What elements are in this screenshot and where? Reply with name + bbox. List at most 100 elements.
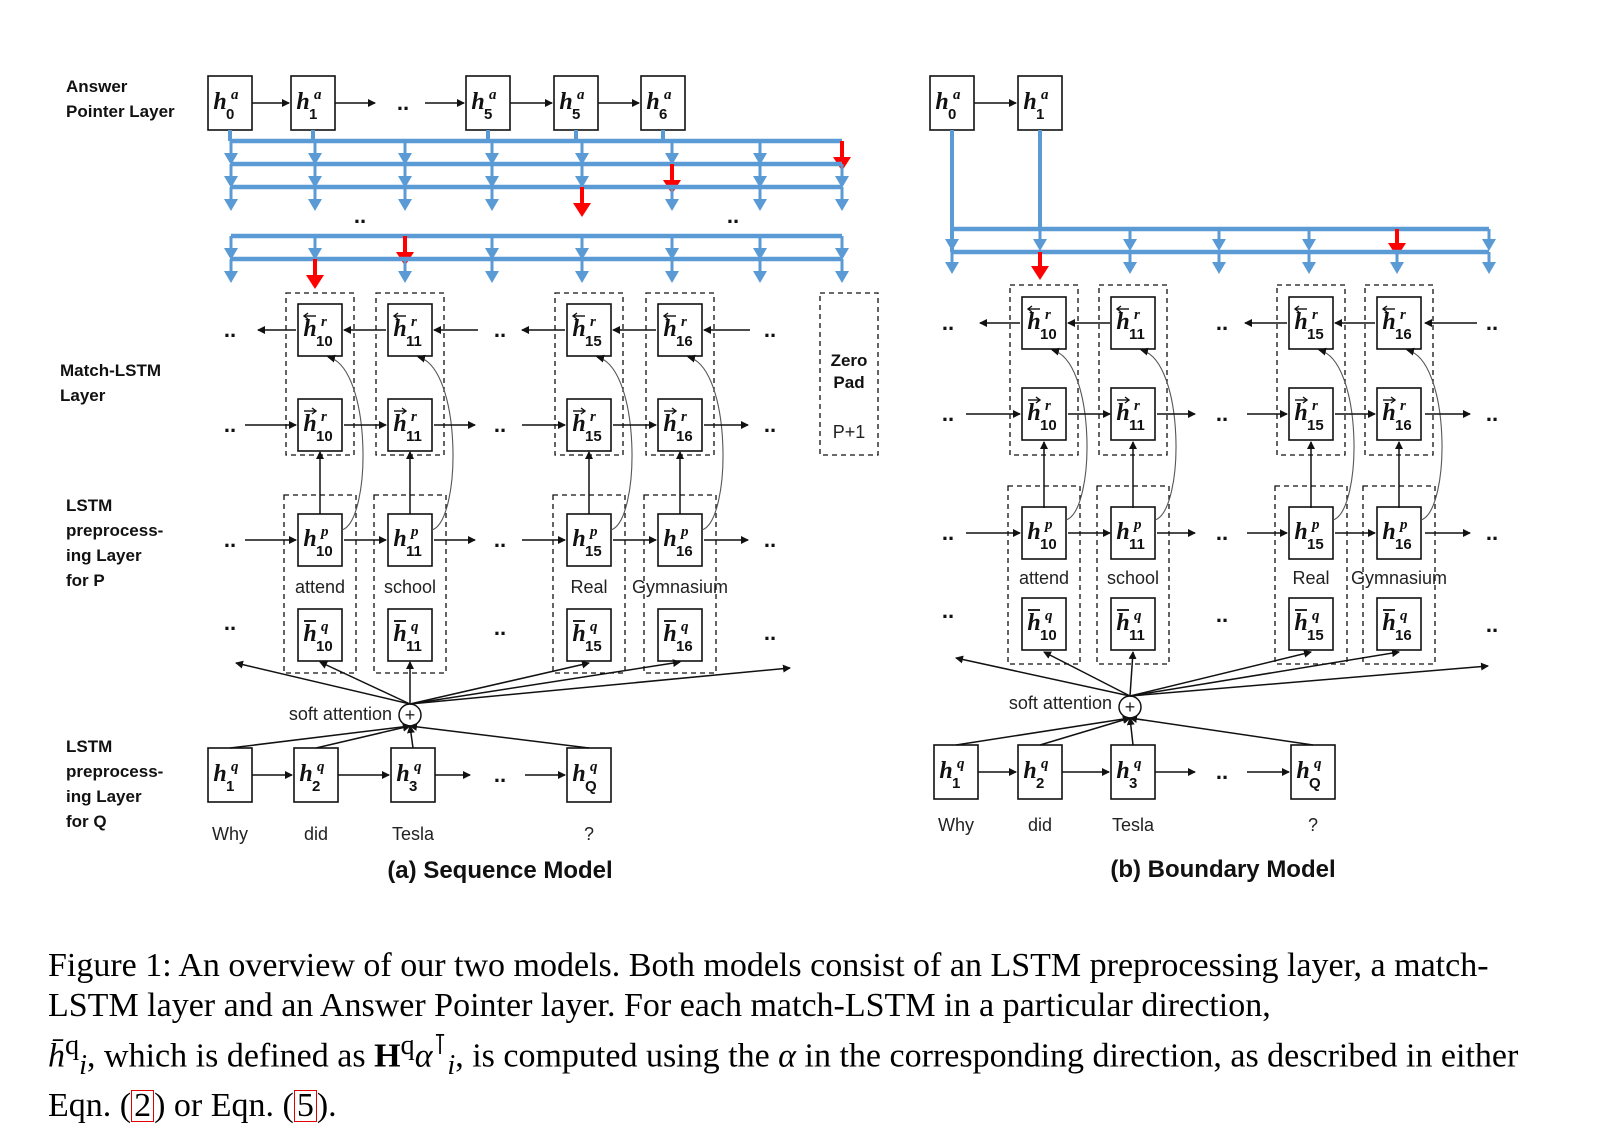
svg-text:LSTM: LSTM [66,496,112,515]
seq-pointer-head-4-2 [398,271,412,283]
seq-answer-state-0-sup: a [231,87,239,103]
bnd-pointer-head-0-6 [1482,239,1496,251]
bnd-hp-16-box [1376,506,1422,560]
seq-hr-fwd-16-sub: 16 [676,428,693,445]
bnd-pointer-head-1-0 [945,262,959,274]
bnd-attention-out-0 [955,655,1131,697]
bnd-hp-16-sup: p [1398,517,1408,533]
seq-hr-back-11-box [387,303,433,357]
seq-back-ellipsis-mid: .. [494,317,506,342]
bnd-pointer-head-1-4 [1302,262,1316,274]
bnd-word-10: attend [1019,568,1069,588]
caption-text-3: , is computed using the [455,1037,770,1075]
seq-word-11: school [384,577,436,597]
bnd-question-state-3-symbol: h [1296,758,1309,784]
bnd-pointer-head-1-2 [1123,262,1137,274]
bnd-hp-15-sup: p [1310,517,1320,533]
seq-answer-state-4-sub: 6 [659,106,667,123]
seq-hr-fwd-15-accent-head [580,407,587,415]
seq-hq-10-box [297,608,343,662]
seq-answer-state-1-box [290,75,336,131]
bnd-hr-back-16-box [1376,296,1422,350]
bnd-hq-16-box [1376,597,1422,651]
seq-hq-10-sup: q [321,619,329,635]
svg-text:LSTM: LSTM [66,737,112,756]
bnd-hp-10-sub: 10 [1040,536,1057,553]
subtitle-boundary-model: (b) Boundary Model [1110,856,1335,883]
figure-caption: Figure 1: An overview of our two models.… [48,946,1528,1126]
seq-hr-back-15-box [566,303,612,357]
seq-hp-16: h p 16 [657,513,703,567]
caption-ref-eqn-2[interactable]: 2 [131,1089,155,1123]
bnd-hp-11-box [1110,506,1156,560]
bnd-word-16: Gymnasium [1351,568,1447,588]
bnd-word-15: Real [1292,568,1329,588]
bnd-hr-back-11-sub: 11 [1129,326,1145,343]
seq-hp-11-sup: p [409,524,419,540]
seq-soft-attention-label: soft attention [289,704,392,724]
seq-hp-15-box [566,513,612,567]
bnd-hr-fwd-10: h r 10 [1021,387,1067,441]
layer-label-match-lstm: Match-LSTM Layer [60,361,161,405]
seq-hr-fwd-11-sup: r [411,409,417,425]
seq-pointer-head-1-1 [308,176,322,188]
bnd-question-state-0-symbol: h [939,758,952,784]
bnd-hp-10-box [1021,506,1067,560]
bnd-hr-back-16-sub: 16 [1395,326,1412,343]
bnd-back-curve-16 [1406,347,1443,521]
layer-label-lstm-q: LSTM preprocess- ing Layer for Q [66,737,163,831]
seq-hp-15: h p 15 [566,513,612,567]
caption-sentence-1: An overview of our two models. Both mode… [48,947,1489,1024]
seq-q-ellipsis-mid: .. [494,615,506,640]
seq-hr-fwd-11-symbol: h [393,411,406,437]
seq-pointer-ellipsis-left: .. [354,203,366,228]
seq-question-state-3-box [566,747,612,803]
bnd-hp-16-symbol: h [1382,519,1395,545]
caption-text-2: , which is defined as [87,1037,366,1075]
bnd-answer-state-0-sub: 0 [948,106,956,123]
svg-text:for Q: for Q [66,812,107,831]
bnd-hr-back-16: h r 16 [1376,296,1422,350]
bnd-question-state-3: h qQ [1290,744,1336,800]
bnd-hq-10-sub: 10 [1040,627,1057,644]
seq-attention-in-2 [406,725,415,749]
seq-pointer-head-1-3 [485,176,499,188]
bnd-hr-back-10-accent-head [1026,305,1033,313]
bnd-back-ellipsis-left: .. [942,310,954,335]
seq-hq-16-symbol: h [663,621,676,647]
seq-hp-11: h p 11 [387,513,433,567]
seq-question-state-0-sub: 1 [226,778,234,795]
bnd-back-curve-15 [1318,347,1355,521]
bnd-hr-fwd-11-accent-head [1124,396,1131,404]
seq-question-state-3-sub: Q [585,778,597,795]
caption-ref-eqn-5[interactable]: 5 [293,1089,317,1123]
seq-pointer-head-0-2 [398,153,412,165]
bnd-attention-out-3 [1129,649,1312,697]
bnd-hr-fwd-16-sup: r [1400,398,1406,414]
seq-pointer-head-1-0 [224,176,238,188]
bnd-hq-10-box [1021,597,1067,651]
seq-pointer-head-2-1 [308,199,322,211]
seq-question-word-0: Why [212,824,248,844]
seq-soft-attention-plus: + [405,705,416,725]
seq-hr-back-11-sub: 11 [406,333,422,350]
seq-attention-out-3 [409,660,590,705]
seq-pointer-head-1-6 [753,176,767,188]
bnd-question-state-0-sup: q [957,756,965,772]
seq-answer-state-2-sub: 5 [484,106,492,123]
bnd-hr-fwd-15-accent-head [1302,396,1309,404]
bnd-hp-16: h p 16 [1376,506,1422,560]
bnd-back-ellipsis-mid: .. [1216,310,1228,335]
caption-text-5: ) or Eqn. ( [154,1087,294,1125]
bnd-hp-10-sup: p [1043,517,1053,533]
bnd-pointer-head-0-1 [1033,239,1047,251]
bnd-q-ellipsis-left: .. [942,598,954,623]
bnd-hr-back-16-sup: r [1400,307,1406,323]
seq-question-word-2: Tesla [392,824,435,844]
caption-hbar-sub: i [79,1050,88,1082]
seq-hr-back-11: h r 11 [387,303,433,357]
bnd-back-curve-10 [1051,347,1088,521]
seq-pointer-ellipsis-right: .. [727,203,739,228]
bnd-hp-11: h p 11 [1110,506,1156,560]
seq-pointer-head-2-4 [573,203,591,217]
